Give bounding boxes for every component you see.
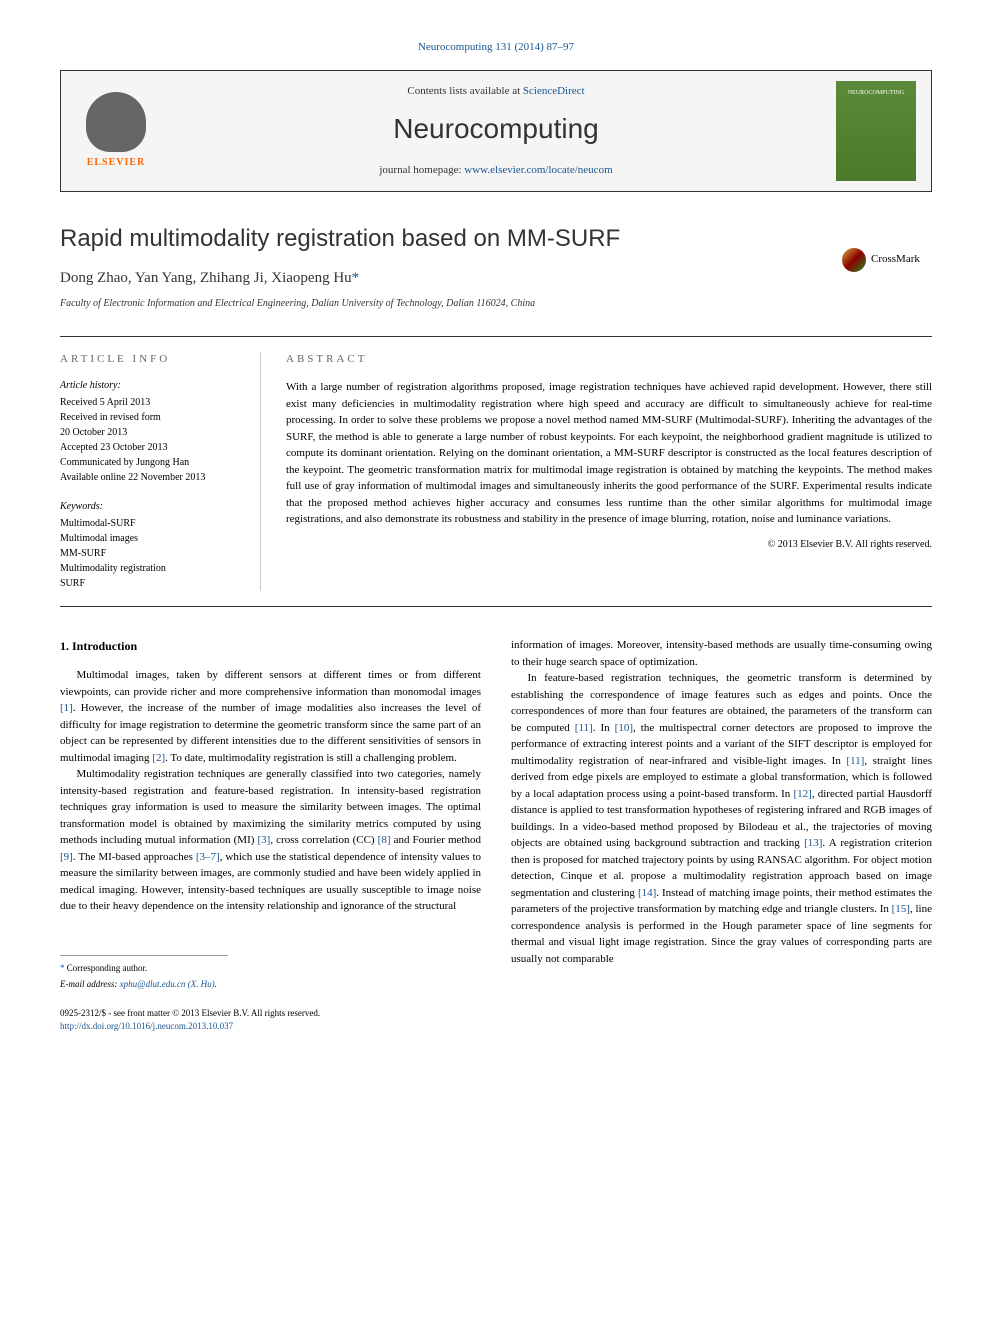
- body-column-left: 1. Introduction Multimodal images, taken…: [60, 637, 481, 1034]
- abstract-text: With a large number of registration algo…: [286, 379, 932, 528]
- crossmark-label: CrossMark: [871, 252, 920, 267]
- ref-11[interactable]: [11]: [575, 722, 593, 734]
- article-title: Rapid multimodality registration based o…: [60, 222, 932, 256]
- ref-8[interactable]: [8]: [378, 834, 391, 846]
- body-column-right: information of images. Moreover, intensi…: [511, 637, 932, 1034]
- history-label: Article history:: [60, 379, 235, 393]
- revised-line1: Received in revised form: [60, 410, 235, 425]
- contents-prefix: Contents lists available at: [407, 85, 522, 97]
- ref-12[interactable]: [12]: [793, 788, 811, 800]
- email-link[interactable]: xphu@dlut.edu.cn (X. Hu): [120, 979, 215, 989]
- contents-line: Contents lists available at ScienceDirec…: [176, 84, 816, 99]
- article-info-heading: ARTICLE INFO: [60, 352, 235, 367]
- keyword-4: Multimodality registration: [60, 561, 235, 576]
- crossmark-badge[interactable]: CrossMark: [842, 245, 932, 275]
- abstract-copyright: © 2013 Elsevier B.V. All rights reserved…: [286, 538, 932, 552]
- p3b: . In: [593, 722, 615, 734]
- online-date: Available online 22 November 2013: [60, 470, 235, 485]
- email-line: E-mail address: xphu@dlut.edu.cn (X. Hu)…: [60, 978, 481, 992]
- p1c: . To date, multimodality registration is…: [165, 752, 457, 764]
- elsevier-label: ELSEVIER: [87, 156, 146, 170]
- corresponding-label: Corresponding author.: [67, 963, 148, 973]
- corresponding-note: * Corresponding author.: [60, 962, 481, 976]
- abstract-heading: ABSTRACT: [286, 352, 932, 367]
- journal-name: Neurocomputing: [176, 109, 816, 148]
- info-abstract-row: ARTICLE INFO Article history: Received 5…: [60, 336, 932, 607]
- received-date: Received 5 April 2013: [60, 395, 235, 410]
- p1a: Multimodal images, taken by different se…: [60, 669, 481, 698]
- homepage-line: journal homepage: www.elsevier.com/locat…: [176, 163, 816, 178]
- ref-14[interactable]: [14]: [638, 887, 656, 899]
- ref-15[interactable]: [15]: [892, 903, 910, 915]
- keyword-5: SURF: [60, 576, 235, 591]
- accepted-date: Accepted 23 October 2013: [60, 440, 235, 455]
- para-2: Multimodality registration techniques ar…: [60, 766, 481, 915]
- ref-3[interactable]: [3]: [258, 834, 271, 846]
- issn-block: 0925-2312/$ - see front matter © 2013 El…: [60, 1007, 481, 1034]
- abstract-column: ABSTRACT With a large number of registra…: [260, 352, 932, 591]
- authors-line: Dong Zhao, Yan Yang, Zhihang Ji, Xiaopen…: [60, 268, 932, 289]
- keyword-1: Multimodal-SURF: [60, 516, 235, 531]
- para-3: In feature-based registration techniques…: [511, 670, 932, 967]
- homepage-link[interactable]: www.elsevier.com/locate/neucom: [464, 164, 612, 176]
- homepage-prefix: journal homepage:: [379, 164, 464, 176]
- corresponding-marker[interactable]: *: [352, 270, 360, 286]
- ref-2[interactable]: [2]: [152, 752, 165, 764]
- para-1: Multimodal images, taken by different se…: [60, 667, 481, 766]
- p2c: and Fourier method: [390, 834, 481, 846]
- journal-header: ELSEVIER Contents lists available at Sci…: [60, 70, 932, 192]
- cover-title: NEUROCOMPUTING: [836, 81, 916, 97]
- ref-9[interactable]: [9]: [60, 851, 73, 863]
- sciencedirect-link[interactable]: ScienceDirect: [523, 85, 585, 97]
- keywords-label: Keywords:: [60, 500, 235, 514]
- authors-names: Dong Zhao, Yan Yang, Zhihang Ji, Xiaopen…: [60, 270, 352, 286]
- communicated-by: Communicated by Jungong Han: [60, 455, 235, 470]
- para-2-cont: information of images. Moreover, intensi…: [511, 637, 932, 670]
- ref-3-7[interactable]: [3–7]: [196, 851, 220, 863]
- ref-11b[interactable]: [11]: [846, 755, 864, 767]
- ref-1[interactable]: [1]: [60, 702, 73, 714]
- header-center: Contents lists available at ScienceDirec…: [176, 84, 816, 179]
- keywords-block: Keywords: Multimodal-SURF Multimodal ima…: [60, 500, 235, 591]
- doi-link[interactable]: http://dx.doi.org/10.1016/j.neucom.2013.…: [60, 1021, 233, 1031]
- ref-10[interactable]: [10]: [615, 722, 633, 734]
- journal-cover-thumbnail: NEUROCOMPUTING: [836, 81, 916, 181]
- elsevier-logo: ELSEVIER: [76, 86, 156, 176]
- section-1-heading: 1. Introduction: [60, 637, 481, 655]
- affiliation: Faculty of Electronic Information and El…: [60, 297, 932, 311]
- top-citation: Neurocomputing 131 (2014) 87–97: [60, 40, 932, 55]
- article-info-column: ARTICLE INFO Article history: Received 5…: [60, 352, 260, 591]
- body-columns: 1. Introduction Multimodal images, taken…: [60, 637, 932, 1034]
- p2b: , cross correlation (CC): [270, 834, 377, 846]
- issn-line: 0925-2312/$ - see front matter © 2013 El…: [60, 1007, 481, 1021]
- p2d: . The MI-based approaches: [73, 851, 196, 863]
- crossmark-icon: [842, 248, 866, 272]
- elsevier-tree-icon: [86, 92, 146, 152]
- email-label: E-mail address:: [60, 979, 120, 989]
- keyword-2: Multimodal images: [60, 531, 235, 546]
- revised-line2: 20 October 2013: [60, 425, 235, 440]
- keyword-3: MM-SURF: [60, 546, 235, 561]
- ref-13[interactable]: [13]: [804, 837, 822, 849]
